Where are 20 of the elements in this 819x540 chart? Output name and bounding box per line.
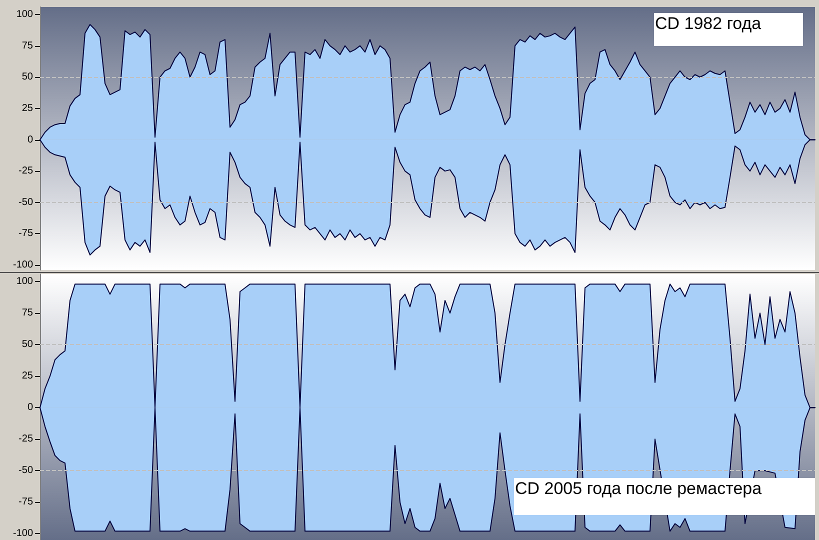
y-tick-label: 25 [22,370,34,382]
y-tick-label: -25 [18,166,34,177]
y-tick-label: -50 [18,465,34,476]
y-tick-label: 100 [16,276,34,288]
y-tick-label: 0 [27,134,34,146]
y-tick-label: -75 [18,496,34,508]
y-tick-label: 50 [22,72,34,83]
y-tick-label: 100 [16,9,34,20]
text: CD 2005 года после ремастера [515,479,762,499]
y-tick-label: -50 [18,196,34,208]
y-tick-label: 25 [22,102,34,114]
y-tick-label: 75 [22,40,34,52]
y-tick-label: 0 [27,402,34,414]
y-tick-label: -100 [12,259,34,270]
y-tick-label: 75 [22,308,34,319]
y-tick-label: -25 [18,434,34,445]
y-tick-label: -75 [18,228,34,240]
y-tick-label: 50 [22,339,34,350]
y-tick-label: -100 [12,528,34,540]
chart-title: CD 1982 года [655,14,762,34]
